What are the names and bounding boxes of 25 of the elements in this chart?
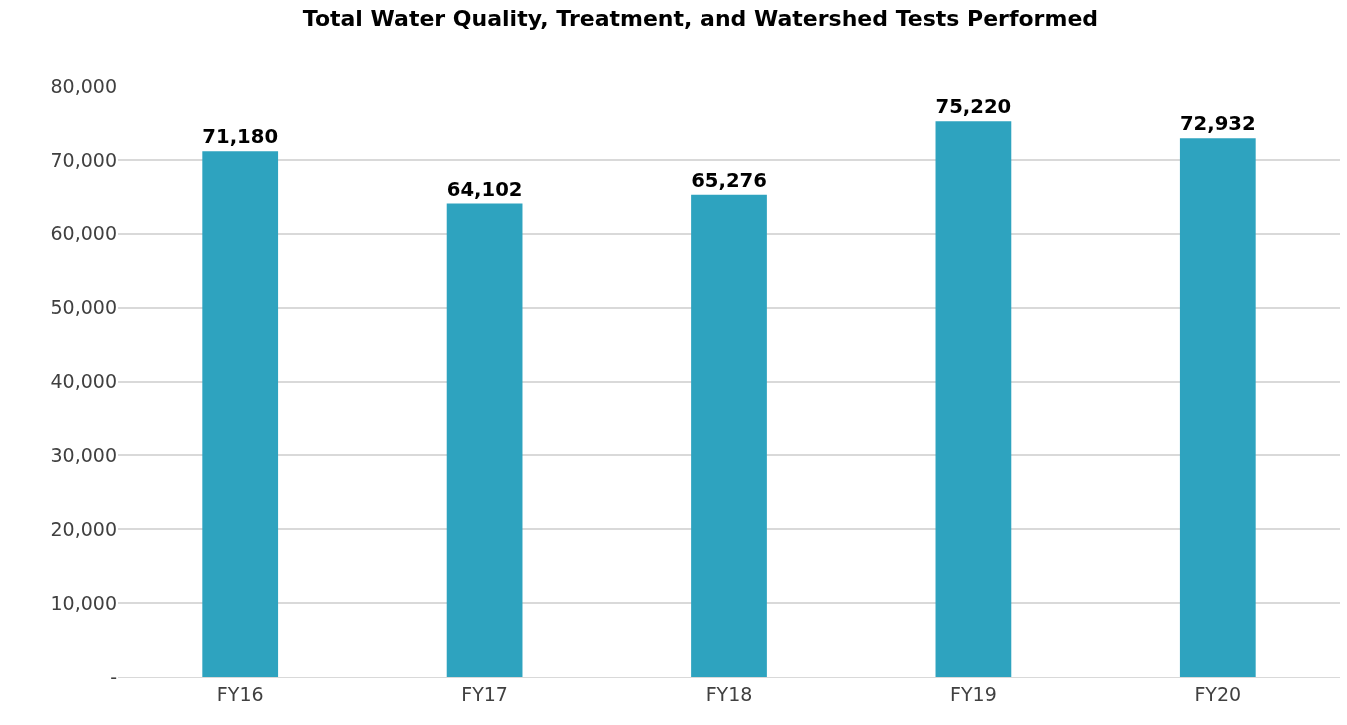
x-tick-label: FY17 <box>461 682 508 705</box>
y-tick-label: - <box>110 665 117 688</box>
x-tick-label: FY18 <box>705 682 753 705</box>
bar <box>446 203 523 677</box>
data-label: 64,102 <box>446 177 523 201</box>
bar <box>1179 138 1256 677</box>
y-tick-label: 50,000 <box>50 296 117 319</box>
y-tick-label: 70,000 <box>50 148 117 171</box>
y-tick-label: 30,000 <box>50 444 117 467</box>
y-tick-label: 20,000 <box>50 517 117 540</box>
bar <box>202 151 279 677</box>
y-tick-label: 40,000 <box>50 370 117 393</box>
x-tick-label: FY16 <box>216 682 264 705</box>
data-label: 71,180 <box>202 125 279 149</box>
data-label: 65,276 <box>691 168 767 192</box>
y-tick-label: 80,000 <box>50 74 117 97</box>
data-label: 75,220 <box>935 95 1012 119</box>
bar <box>691 194 767 677</box>
y-tick-label: 60,000 <box>50 222 117 245</box>
x-tick-label: FY19 <box>950 682 997 705</box>
data-label: 72,932 <box>1179 112 1256 136</box>
chart-title: Total Water Quality, Treatment, and Watershed Tests Performed <box>302 6 1099 32</box>
y-tick-label: 10,000 <box>50 591 117 614</box>
bar <box>935 121 1012 677</box>
x-tick-label: FY20 <box>1194 682 1242 705</box>
